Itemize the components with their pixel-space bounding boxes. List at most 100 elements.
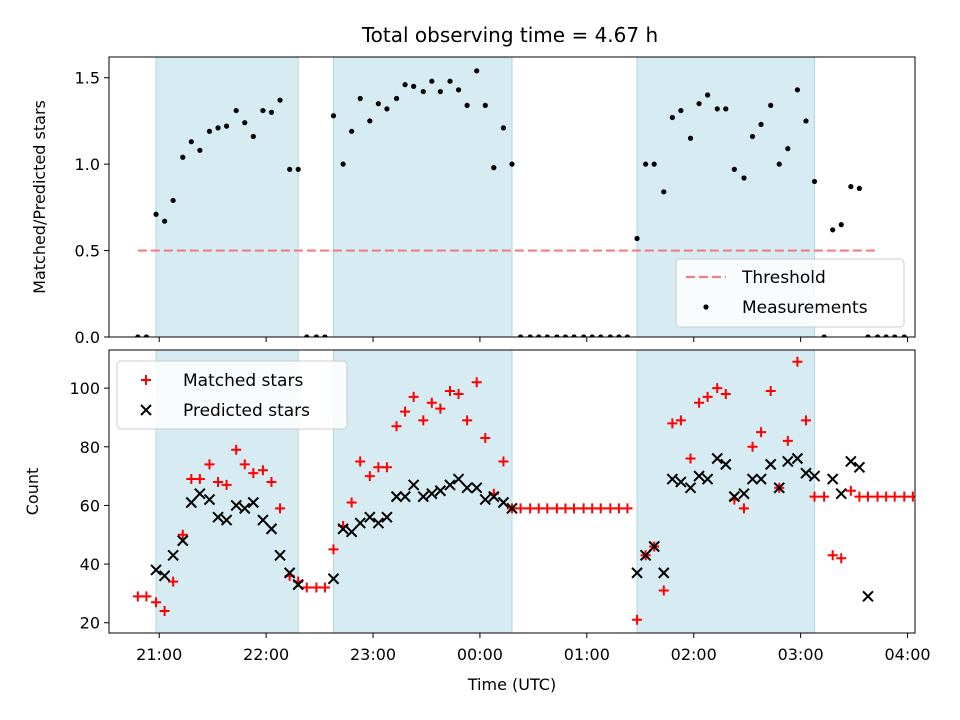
data-point-x xyxy=(720,458,732,471)
data-point-x xyxy=(728,490,741,503)
data-point-x xyxy=(381,511,393,523)
x-tick-label: 00:00 xyxy=(457,645,503,664)
data-point-x xyxy=(488,490,500,503)
data-point-dot xyxy=(527,334,533,337)
x-tick-label: 02:00 xyxy=(671,645,717,664)
data-point-plus xyxy=(186,474,197,485)
data-point-x xyxy=(390,490,403,503)
data-point-x xyxy=(675,476,687,488)
observing-window-band xyxy=(155,57,299,337)
data-point-plus xyxy=(738,503,749,514)
data-point-x xyxy=(479,493,491,506)
data-point-x xyxy=(444,479,456,491)
data-point-plus xyxy=(364,471,375,482)
data-point-x xyxy=(506,502,518,515)
ratio-axes-frame xyxy=(108,56,916,338)
data-point-plus xyxy=(239,459,250,470)
data-point-x xyxy=(701,473,714,485)
data-point-dot xyxy=(223,123,230,129)
data-point-dot xyxy=(322,334,328,337)
data-point-x xyxy=(835,487,847,500)
data-point-x xyxy=(257,514,269,526)
y-tick-label: 80 xyxy=(80,438,100,457)
chart-title: Total observing time = 4.67 h xyxy=(361,23,658,47)
data-point-dot xyxy=(803,118,809,124)
data-point-x xyxy=(845,455,857,468)
data-point-x xyxy=(746,473,759,485)
data-point-dot xyxy=(517,334,524,337)
data-point-x xyxy=(212,511,224,523)
data-point-plus xyxy=(782,435,793,446)
data-point-plus xyxy=(453,388,464,399)
data-point-dot xyxy=(393,95,400,102)
data-point-plus xyxy=(862,491,873,502)
data-point-plus xyxy=(551,503,562,514)
data-point-dot xyxy=(464,102,470,108)
data-point-dot xyxy=(402,82,408,88)
data-point-dot xyxy=(482,102,488,108)
data-point-dot xyxy=(848,184,854,190)
data-point-plus xyxy=(632,614,643,625)
data-point-x xyxy=(684,482,697,494)
data-point-x xyxy=(265,523,278,535)
data-point-plus xyxy=(248,468,259,479)
data-point-plus xyxy=(702,391,713,402)
x-tick-label: 21:00 xyxy=(136,645,182,664)
data-point-x xyxy=(658,567,670,579)
data-point-x xyxy=(791,452,804,465)
data-point-dot xyxy=(811,178,818,185)
data-point-x xyxy=(471,482,483,494)
data-point-dot xyxy=(340,161,346,167)
data-point-x xyxy=(203,493,216,506)
data-point-dot xyxy=(776,161,782,167)
data-point-dot xyxy=(180,154,186,160)
data-point-dot xyxy=(429,78,435,84)
legend-ratio: Threshold Measurements xyxy=(675,258,905,328)
data-point-plus xyxy=(622,503,633,514)
data-point-plus xyxy=(231,444,242,455)
data-point-plus xyxy=(613,503,624,514)
data-point-dot xyxy=(260,107,266,114)
y-tick-label: 0.0 xyxy=(75,328,100,347)
data-point-dot xyxy=(500,125,507,131)
data-point-x xyxy=(158,570,171,582)
data-point-dot xyxy=(161,218,168,224)
data-point-plus xyxy=(685,453,696,464)
data-point-x xyxy=(327,573,340,585)
data-point-x xyxy=(693,470,705,482)
data-point-plus xyxy=(257,465,268,476)
data-point-dot xyxy=(616,334,622,337)
data-point-x xyxy=(755,473,767,485)
data-point-dot xyxy=(447,78,453,84)
data-point-plus xyxy=(408,391,419,402)
data-point-x xyxy=(354,517,366,529)
data-point-plus xyxy=(658,585,669,596)
data-point-x xyxy=(826,473,839,485)
data-point-plus xyxy=(916,492,926,502)
data-point-plus xyxy=(159,606,170,617)
data-point-plus xyxy=(809,491,820,502)
data-point-plus xyxy=(926,612,936,622)
data-point-x xyxy=(194,487,206,500)
data-point-dot xyxy=(607,334,613,337)
y-tick-label: 1.5 xyxy=(75,69,100,88)
y-axis-label: Count xyxy=(23,468,42,516)
data-point-dot xyxy=(143,334,150,337)
data-point-dot xyxy=(349,128,355,134)
data-point-plus xyxy=(266,476,277,487)
data-point-plus xyxy=(542,503,553,514)
y-tick-label: 100 xyxy=(69,379,100,398)
x-tick-label: 03:00 xyxy=(778,645,824,664)
data-point-x xyxy=(407,479,420,491)
data-point-x xyxy=(666,473,679,485)
data-point-x xyxy=(337,523,349,535)
data-point-plus xyxy=(756,427,767,438)
data-point-plus xyxy=(132,591,143,602)
y-tick-label: 1.0 xyxy=(75,155,100,174)
data-point-dot xyxy=(536,334,542,337)
x-tick-label: 22:00 xyxy=(243,645,289,664)
data-point-x xyxy=(808,470,821,482)
data-point-dot xyxy=(509,161,515,167)
data-point-x xyxy=(220,514,233,526)
data-point-x xyxy=(426,487,438,500)
